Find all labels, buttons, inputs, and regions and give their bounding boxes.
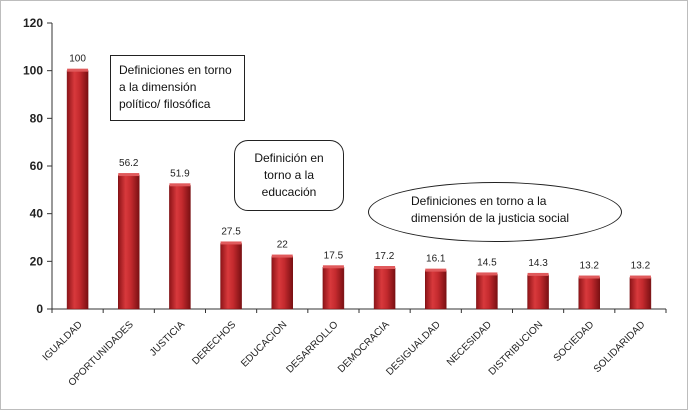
bar	[169, 185, 191, 310]
bar-top	[118, 173, 140, 177]
bar	[629, 277, 652, 310]
category-label: DESARROLLO	[284, 319, 340, 375]
data-label: 56.2	[119, 158, 139, 169]
bar-top	[476, 272, 498, 276]
bar-top	[425, 268, 447, 272]
y-tick-label: 40	[30, 207, 44, 221]
category-label: IGUALDAD	[41, 319, 85, 363]
bar-top	[374, 266, 396, 270]
bar	[118, 174, 140, 310]
data-label: 14.3	[528, 258, 548, 269]
bar	[476, 274, 498, 310]
y-tick-label: 120	[23, 16, 43, 30]
bar	[66, 70, 89, 310]
bar-top	[629, 275, 651, 279]
bar	[578, 277, 600, 310]
bar	[322, 267, 345, 310]
data-label: 16.1	[426, 254, 446, 265]
category-label: DEMOCRACIA	[336, 319, 392, 375]
y-tick-label: 60	[30, 159, 44, 173]
category-label: DESIGUALDAD	[384, 319, 442, 377]
bar	[373, 267, 396, 310]
data-label: 100	[69, 54, 86, 65]
data-label: 13.2	[580, 261, 600, 272]
bar	[271, 256, 293, 310]
category-label: NECESIDAD	[445, 319, 494, 368]
bar-top	[220, 241, 242, 245]
category-label: DERECHOS	[190, 319, 238, 367]
y-tick-label: 20	[30, 254, 44, 268]
category-label: JUSTICIA	[148, 319, 187, 358]
axes: 0 20 40 60 80 100 120	[23, 16, 667, 316]
annotation-education: Definición en torno a la educación	[234, 140, 344, 211]
category-label: SOLIDARIDAD	[592, 319, 648, 375]
bar	[220, 243, 242, 310]
data-label: 14.5	[477, 257, 497, 268]
bar-top	[527, 272, 549, 276]
y-tick-label: 100	[23, 64, 43, 78]
data-label: 13.2	[631, 261, 651, 272]
data-labels: 100 56.2 51.9 27.5 22 17.5 17.2 16.1 14.5 14.3 13.…	[69, 54, 650, 272]
data-label: 22	[277, 240, 289, 251]
y-tick-label: 0	[36, 302, 43, 316]
category-label: DISTRIBUCION	[487, 319, 545, 377]
bars	[66, 68, 652, 310]
data-label: 27.5	[221, 226, 241, 237]
bar-top	[578, 275, 600, 279]
data-label: 17.5	[324, 250, 344, 261]
bar	[527, 274, 549, 310]
y-tick-label: 80	[30, 111, 44, 125]
annotation-social-justice: Definiciones en torno a la dimensión de …	[368, 182, 622, 242]
data-label: 51.9	[170, 168, 190, 179]
bar-top	[67, 68, 89, 72]
category-label: EDUCACION	[239, 319, 289, 369]
annotation-political-philosophical: Definiciones en torno a la dimensión pol…	[110, 55, 245, 121]
category-label: SOCIEDAD	[552, 319, 597, 364]
bar-top	[169, 183, 191, 187]
bar-top	[271, 254, 293, 258]
data-label: 17.2	[375, 251, 395, 262]
bar	[425, 270, 447, 310]
bar-top	[322, 265, 344, 269]
